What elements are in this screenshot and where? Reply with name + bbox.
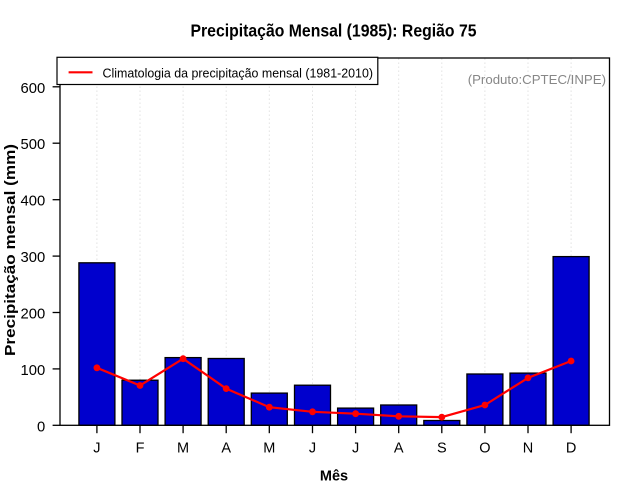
svg-text:Mês: Mês xyxy=(320,468,348,484)
svg-text:Precipitação mensal (mm): Precipitação mensal (mm) xyxy=(3,144,19,356)
svg-text:Climatologia da precipitação m: Climatologia da precipitação mensal (198… xyxy=(103,66,374,81)
svg-text:A: A xyxy=(394,440,404,456)
svg-text:A: A xyxy=(221,440,231,456)
svg-text:600: 600 xyxy=(20,81,45,97)
svg-text:J: J xyxy=(352,440,359,456)
svg-text:F: F xyxy=(136,440,145,456)
svg-text:S: S xyxy=(437,440,447,456)
svg-text:M: M xyxy=(263,440,275,456)
svg-text:N: N xyxy=(523,440,533,456)
svg-text:0: 0 xyxy=(37,419,45,435)
svg-text:200: 200 xyxy=(20,307,45,323)
svg-text:O: O xyxy=(479,440,490,456)
svg-text:J: J xyxy=(309,440,316,456)
svg-text:D: D xyxy=(566,440,576,456)
svg-text:J: J xyxy=(93,440,100,456)
svg-text:400: 400 xyxy=(20,194,45,210)
svg-text:500: 500 xyxy=(20,137,45,153)
svg-text:100: 100 xyxy=(20,363,45,379)
svg-text:M: M xyxy=(177,440,189,456)
svg-text:(Produto:CPTEC/INPE): (Produto:CPTEC/INPE) xyxy=(468,72,606,87)
svg-text:300: 300 xyxy=(20,250,45,266)
svg-text:Precipitação Mensal (1985): Re: Precipitação Mensal (1985): Região 75 xyxy=(191,20,477,40)
